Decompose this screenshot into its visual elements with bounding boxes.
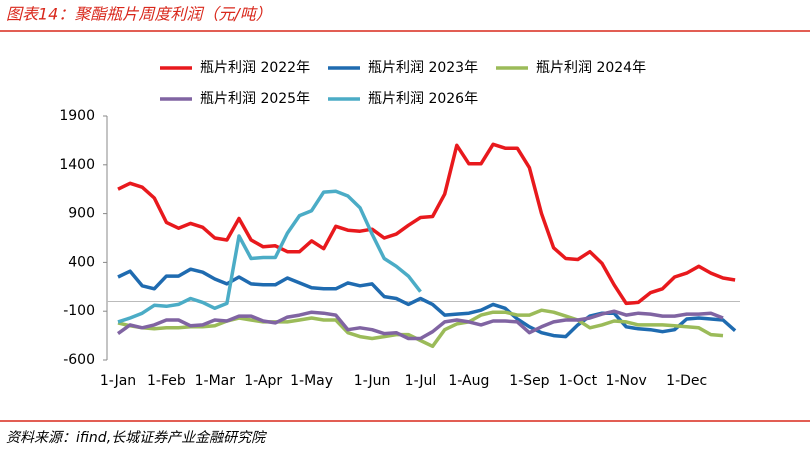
x-tick-label: 1-Apr [244,373,282,389]
series-line [117,308,724,349]
y-tick-label: 1400 [59,157,95,173]
x-tick-label: 1-Oct [559,373,598,389]
y-tick-label: 1900 [59,108,95,124]
source: 资料来源：ifind,长城证券产业金融研究院 [6,430,267,446]
legend-label: 瓶片利润 2026年 [368,91,478,107]
series-line [116,309,724,341]
x-tick-label: 1-Dec [666,373,707,389]
y-tick-label: -100 [63,303,95,319]
legend-label: 瓶片利润 2025年 [200,91,310,107]
legend-label: 瓶片利润 2022年 [200,60,310,76]
y-tick-label: -600 [63,352,95,368]
y-tick-label: 900 [68,206,95,222]
x-tick-label: 1-Jun [354,373,391,389]
chart-title: 图表14：聚酯瓶片周度利润（元/吨） [6,5,272,24]
x-tick-label: 1-Aug [448,373,489,389]
x-tick-label: 1-Nov [606,373,647,389]
x-tick-label: 1-Jul [405,373,437,389]
series-line [117,189,422,324]
x-tick-label: 1-Sep [509,373,549,389]
legend-label: 瓶片利润 2023年 [368,60,478,76]
x-tick-label: 1-Mar [195,373,236,389]
series-line [117,267,737,339]
series-line [117,142,736,306]
x-tick-label: 1-Feb [147,373,186,389]
legend-label: 瓶片利润 2024年 [536,60,646,76]
x-tick-label: 1-Jan [100,373,136,389]
y-tick-label: 400 [68,254,95,270]
x-tick-label: 1-May [290,373,333,389]
